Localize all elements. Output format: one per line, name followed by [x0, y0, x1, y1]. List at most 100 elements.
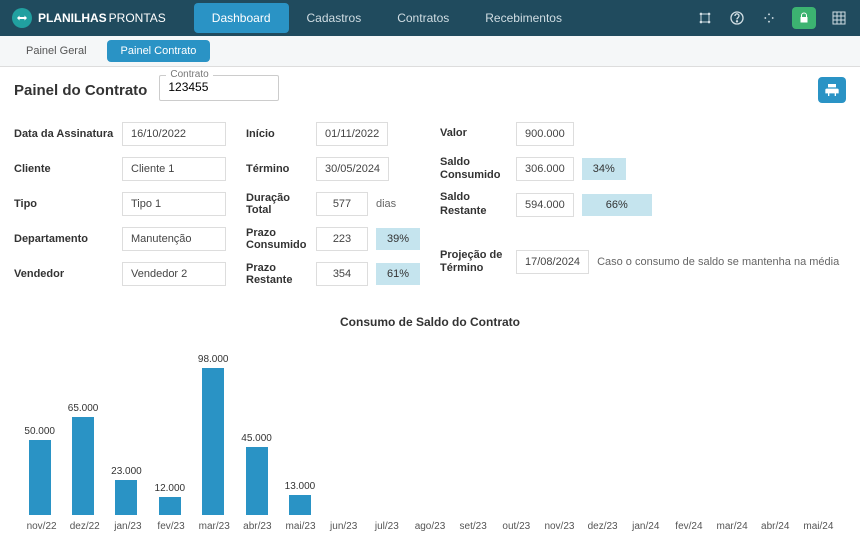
subtab-painel-geral[interactable]: Painel Geral [12, 40, 101, 62]
left-column: Data da Assinatura 16/10/2022 Cliente Cl… [14, 121, 226, 287]
logo: PLANILHAS PRONTAS [12, 8, 166, 28]
value-cliente: Cliente 1 [122, 157, 226, 181]
settings-icon[interactable] [696, 9, 714, 27]
x-axis-label: jun/23 [322, 521, 365, 532]
bar-value-label: 65.000 [68, 403, 99, 415]
bar-value-label: 98.000 [198, 354, 229, 366]
x-axis-label: mar/24 [711, 521, 754, 532]
bar-slot: 45.000 [237, 433, 276, 515]
topbar-right [696, 7, 848, 29]
row-saldo-restante: Saldo Restante 594.000 66% [440, 191, 839, 217]
bar-value-label: 13.000 [285, 481, 316, 493]
value-termino: 30/05/2024 [316, 157, 389, 181]
row-prazo-restante: Prazo Restante 354 61% [246, 261, 420, 287]
topbar: PLANILHAS PRONTAS DashboardCadastrosCont… [0, 0, 860, 36]
value-saldo-consumido: 306.000 [516, 157, 574, 181]
row-inicio: Início 01/11/2022 [246, 121, 420, 147]
x-axis-label: jan/24 [624, 521, 667, 532]
bar [159, 497, 181, 515]
bar-slot [454, 501, 493, 515]
bar-slot: 50.000 [20, 426, 59, 515]
bar [29, 440, 51, 515]
x-axis-label: mai/23 [279, 521, 322, 532]
expand-icon[interactable] [760, 9, 778, 27]
x-axis-label: mai/24 [797, 521, 840, 532]
print-button[interactable] [818, 77, 846, 103]
value-tipo: Tipo 1 [122, 192, 226, 216]
bar [202, 368, 224, 515]
note-projecao: Caso o consumo de saldo se mantenha na m… [597, 256, 839, 268]
right-column: Valor 900.000 Saldo Consumido 306.000 34… [440, 121, 839, 287]
bar-slot [410, 501, 449, 515]
value-vendedor: Vendedor 2 [122, 262, 226, 286]
x-axis-label: jul/23 [365, 521, 408, 532]
row-departamento: Departamento Manutenção [14, 226, 226, 252]
label-inicio: Início [246, 128, 308, 140]
lock-icon[interactable] [792, 7, 816, 29]
nav-item-recebimentos[interactable]: Recebimentos [467, 3, 580, 33]
label-vendedor: Vendedor [14, 268, 114, 280]
bar-slot [497, 501, 536, 515]
nav-item-contratos[interactable]: Contratos [379, 3, 467, 33]
bar [115, 480, 137, 515]
bar [246, 447, 268, 515]
bar-slot: 23.000 [107, 466, 146, 515]
pct-saldo-restante: 66% [582, 194, 652, 216]
label-prazo-restante: Prazo Restante [246, 262, 308, 286]
x-axis-label: ago/23 [408, 521, 451, 532]
x-axis-label: jan/23 [106, 521, 149, 532]
bar-slot [367, 501, 406, 515]
pct-prazo-restante: 61% [376, 263, 420, 285]
bar-slot [627, 501, 666, 515]
fields-grid: Data da Assinatura 16/10/2022 Cliente Cl… [14, 121, 846, 287]
page-title: Painel do Contrato [14, 82, 147, 99]
nav-item-cadastros[interactable]: Cadastros [289, 3, 380, 33]
label-valor: Valor [440, 127, 508, 140]
value-duracao: 577 [316, 192, 368, 216]
label-cliente: Cliente [14, 163, 114, 175]
middle-column: Início 01/11/2022 Término 30/05/2024 Dur… [246, 121, 420, 287]
bar-slot: 65.000 [63, 403, 102, 515]
label-prazo-consumido: Prazo Consumido [246, 227, 308, 251]
row-saldo-consumido: Saldo Consumido 306.000 34% [440, 156, 839, 182]
label-duracao: Duração Total [246, 192, 308, 216]
value-valor: 900.000 [516, 122, 574, 146]
bar [289, 495, 311, 515]
bar-slot [671, 501, 710, 515]
bar-value-label: 12.000 [155, 483, 186, 495]
subtab-painel-contrato[interactable]: Painel Contrato [107, 40, 211, 62]
bar-slot [541, 501, 580, 515]
row-termino: Término 30/05/2024 [246, 156, 420, 182]
contract-legend: Contrato [166, 69, 212, 80]
label-termino: Término [246, 163, 308, 175]
nav-item-dashboard[interactable]: Dashboard [194, 3, 289, 33]
x-axis-label: fev/23 [149, 521, 192, 532]
label-saldo-restante: Saldo Restante [440, 191, 508, 217]
row-data-assinatura: Data da Assinatura 16/10/2022 [14, 121, 226, 147]
chart-x-labels: nov/22dez/22jan/23fev/23mar/23abr/23mai/… [14, 515, 846, 532]
contract-input-wrapper: Contrato [159, 75, 279, 101]
help-icon[interactable] [728, 9, 746, 27]
label-data-assinatura: Data da Assinatura [14, 128, 114, 140]
bar-slot: 98.000 [194, 354, 233, 515]
bar-slot [801, 501, 840, 515]
grid-icon[interactable] [830, 9, 848, 27]
value-projecao: 17/08/2024 [516, 250, 589, 274]
chart-title: Consumo de Saldo do Contrato [14, 315, 846, 329]
row-cliente: Cliente Cliente 1 [14, 156, 226, 182]
x-axis-label: out/23 [495, 521, 538, 532]
x-axis-label: fev/24 [667, 521, 710, 532]
x-axis-label: mar/23 [193, 521, 236, 532]
x-axis-label: abr/23 [236, 521, 279, 532]
row-prazo-consumido: Prazo Consumido 223 39% [246, 226, 420, 252]
pct-saldo-consumido: 34% [582, 158, 626, 180]
value-saldo-restante: 594.000 [516, 193, 574, 217]
bar-slot [757, 501, 796, 515]
contract-input[interactable] [168, 80, 258, 94]
label-tipo: Tipo [14, 198, 114, 210]
bar-slot [324, 501, 363, 515]
unit-duracao: dias [376, 198, 396, 210]
value-inicio: 01/11/2022 [316, 122, 388, 146]
pct-prazo-consumido: 39% [376, 228, 420, 250]
bar-value-label: 23.000 [111, 466, 142, 478]
